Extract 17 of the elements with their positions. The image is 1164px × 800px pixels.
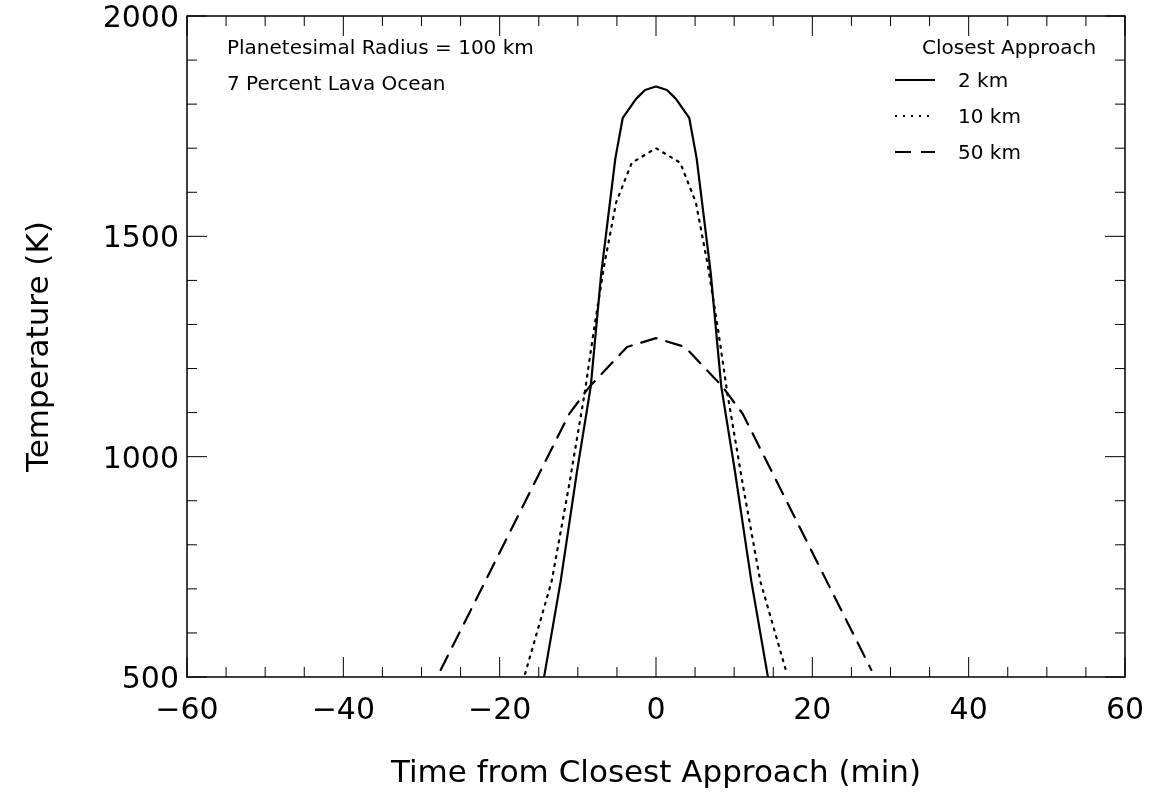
y-tick-label: 1000 <box>102 439 179 475</box>
x-axis-title: Time from Closest Approach (min) <box>389 753 922 789</box>
y-tick-label: 2000 <box>102 0 179 34</box>
x-tick-label: −20 <box>468 691 532 726</box>
y-tick-label: 1500 <box>102 219 179 255</box>
x-tick-label: 20 <box>793 691 832 726</box>
legend-label: 10 km <box>958 104 1021 128</box>
x-tick-label: 40 <box>949 691 988 726</box>
x-tick-label: 0 <box>646 691 666 726</box>
annotation: 7 Percent Lava Ocean <box>227 71 446 95</box>
annotation: Planetesimal Radius = 100 km <box>227 35 534 59</box>
legend-title: Closest Approach <box>922 35 1097 59</box>
x-tick-label: −40 <box>311 691 375 726</box>
legend-label: 2 km <box>958 68 1009 92</box>
y-axis-title: Temperature (K) <box>19 221 55 473</box>
legend-label: 50 km <box>958 140 1021 164</box>
x-tick-label: 60 <box>1105 691 1145 726</box>
